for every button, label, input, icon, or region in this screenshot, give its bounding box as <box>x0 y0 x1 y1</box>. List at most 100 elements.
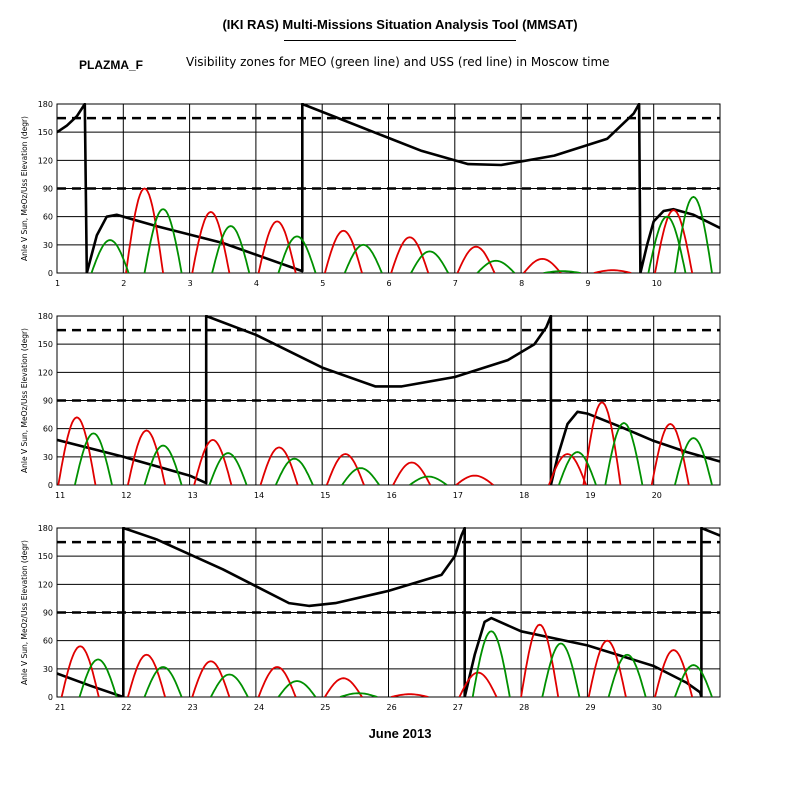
meo-visibility-arc <box>674 664 713 697</box>
y-tick-label: 180 <box>38 524 53 533</box>
uss-visibility-arc <box>456 245 496 273</box>
chart-title: (IKI RAS) Multi-Missions Situation Analy… <box>222 17 578 32</box>
y-tick-label: 90 <box>43 397 53 406</box>
series-group <box>57 527 720 697</box>
x-tick-label: 9 <box>585 279 590 288</box>
sun-angle-line <box>57 103 720 273</box>
uss-visibility-arc <box>60 645 100 697</box>
uss-visibility-arc <box>455 474 494 485</box>
x-tick-label: 27 <box>453 703 463 712</box>
x-tick-label: 21 <box>55 703 65 712</box>
meo-visibility-arc <box>211 225 251 273</box>
meo-visibility-arc <box>143 666 183 697</box>
y-tick-label: 120 <box>38 156 53 165</box>
uss-visibility-arc <box>324 677 363 697</box>
uss-visibility-arc <box>257 220 297 273</box>
meo-visibility-arc <box>543 270 581 273</box>
meo-visibility-arc <box>90 239 130 273</box>
x-tick-label: 16 <box>387 491 397 500</box>
plot-panel-1: 1 2 3 4 5 6 7 8 9 10 0 30 60 90 120 150 180 Anle V Sun, M… <box>20 100 721 288</box>
series-group <box>57 103 720 273</box>
meo-visibility-arc <box>339 692 378 697</box>
plot-panel-3: 21 22 23 24 25 26 27 28 29 30 0 30 60 90 120 150 180 Anle… <box>20 524 721 712</box>
x-tick-label: 6 <box>387 279 392 288</box>
x-tick-label: 25 <box>320 703 330 712</box>
meo-visibility-arc <box>208 452 248 485</box>
x-tick-label: 3 <box>188 279 193 288</box>
x-tick-label: 14 <box>254 491 264 500</box>
y-tick-label: 30 <box>43 665 53 674</box>
y-tick-label: 0 <box>48 693 53 702</box>
y-axis-label: Anle V Sun, MeOz/Uss Elevation (degr) <box>20 116 29 261</box>
y-tick-label: 150 <box>38 552 53 561</box>
x-tick-label: 11 <box>55 491 65 500</box>
plot-frame <box>56 103 721 274</box>
y-tick-label: 120 <box>38 580 53 589</box>
uss-visibility-arc <box>392 461 432 485</box>
uss-visibility-arc <box>127 429 166 485</box>
meo-visibility-arc <box>541 642 581 697</box>
x-tick-label: 7 <box>453 279 458 288</box>
y-tick-label: 60 <box>43 213 53 222</box>
x-tick-label: 8 <box>519 279 524 288</box>
uss-visibility-arc <box>654 649 694 697</box>
meo-visibility-arc <box>277 680 317 697</box>
x-tick-label: 30 <box>652 703 662 712</box>
x-axis-caption: June 2013 <box>368 726 432 741</box>
uss-visibility-arc <box>523 257 562 273</box>
meo-visibility-arc <box>277 235 317 273</box>
plot-frame <box>56 527 721 698</box>
program-label: PLAZMA_F <box>79 58 143 72</box>
y-axis-label: Anle V Sun, MeOz/Uss Elevation (degr) <box>20 328 29 473</box>
y-tick-label: 90 <box>43 609 53 618</box>
x-tick-label: 26 <box>387 703 397 712</box>
x-tick-label: 29 <box>585 703 595 712</box>
y-tick-label: 180 <box>38 312 53 321</box>
uss-visibility-arc <box>127 653 166 697</box>
uss-visibility-arc <box>125 187 164 273</box>
uss-visibility-arc <box>654 209 694 273</box>
meo-visibility-arc <box>476 259 516 273</box>
y-axis-label: Anle V Sun, MeOz/Uss Elevation (degr) <box>20 540 29 685</box>
uss-visibility-arc <box>193 438 233 485</box>
x-tick-label: 22 <box>121 703 131 712</box>
y-tick-label: 120 <box>38 368 53 377</box>
meo-visibility-arc <box>74 432 113 485</box>
y-tick-label: 60 <box>43 425 53 434</box>
y-tick-label: 60 <box>43 637 53 646</box>
x-tick-label: 2 <box>121 279 126 288</box>
x-tick-label: 15 <box>320 491 330 500</box>
uss-visibility-arc <box>324 229 363 273</box>
meo-visibility-arc <box>143 444 183 485</box>
meo-visibility-arc <box>409 475 448 485</box>
y-tick-label: 180 <box>38 100 53 109</box>
meo-visibility-arc <box>604 422 644 485</box>
uss-visibility-arc <box>257 666 297 697</box>
y-tick-label: 30 <box>43 453 53 462</box>
meo-visibility-arc <box>274 457 314 485</box>
x-tick-label: 20 <box>652 491 662 500</box>
meo-visibility-arc <box>607 653 647 697</box>
x-tick-label: 13 <box>188 491 198 500</box>
x-tick-label: 23 <box>188 703 198 712</box>
title-underline <box>284 40 516 41</box>
meo-visibility-arc <box>471 630 511 697</box>
x-tick-label: 28 <box>519 703 529 712</box>
plot-panel-2: 11 12 13 14 15 16 17 18 19 20 0 30 60 90 120 150 180 Anle… <box>20 312 721 500</box>
y-tick-label: 150 <box>38 128 53 137</box>
x-tick-label: 19 <box>585 491 595 500</box>
series-group <box>57 315 720 485</box>
chart-subtitle: Visibility zones for MEO (green line) an… <box>186 55 610 69</box>
y-tick-label: 150 <box>38 340 53 349</box>
meo-visibility-arc <box>210 673 249 697</box>
uss-visibility-arc <box>548 453 587 485</box>
meo-visibility-arc <box>410 250 449 273</box>
meo-visibility-arc <box>674 195 713 273</box>
x-tick-label: 24 <box>254 703 264 712</box>
uss-visibility-arc <box>587 639 627 697</box>
y-tick-label: 0 <box>48 481 53 490</box>
x-tick-label: 5 <box>320 279 325 288</box>
meo-visibility-arc <box>674 437 713 485</box>
x-tick-label: 18 <box>519 491 529 500</box>
